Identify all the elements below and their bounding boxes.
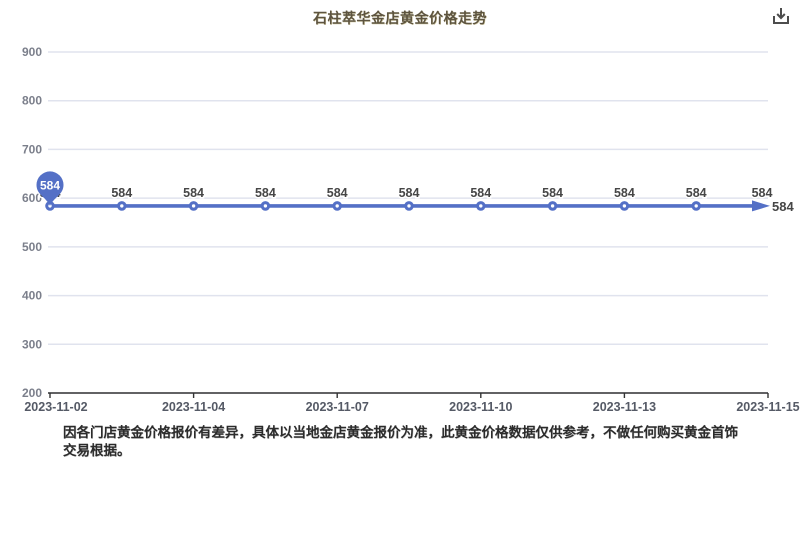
y-axis-labels: 900 800 700 600 500 400 300 200: [22, 45, 42, 400]
svg-text:584: 584: [470, 186, 491, 200]
svg-text:900: 900: [22, 45, 42, 59]
svg-text:2023-11-07: 2023-11-07: [306, 400, 369, 414]
disclaimer-text: 因各门店黄金价格报价有差异，具体以当地金店黄金报价为准，此黄金价格数据仅供参考，…: [63, 425, 738, 459]
svg-text:200: 200: [22, 386, 42, 400]
svg-text:500: 500: [22, 240, 42, 254]
svg-text:600: 600: [22, 191, 42, 205]
svg-text:2023-11-02: 2023-11-02: [24, 400, 87, 414]
svg-text:2023-11-13: 2023-11-13: [593, 400, 656, 414]
svg-text:2023-11-04: 2023-11-04: [162, 400, 225, 414]
svg-text:584: 584: [542, 186, 563, 200]
svg-text:584: 584: [686, 186, 707, 200]
svg-text:584: 584: [111, 186, 132, 200]
svg-text:400: 400: [22, 289, 42, 303]
svg-text:584: 584: [255, 186, 276, 200]
x-axis: 2023-11-02 2023-11-04 2023-11-07 2023-11-10…: [24, 392, 800, 414]
svg-text:584: 584: [183, 186, 204, 200]
line-arrow-head: [752, 200, 770, 212]
svg-text:584: 584: [614, 186, 635, 200]
svg-text:584: 584: [40, 178, 60, 192]
svg-text:2023-11-10: 2023-11-10: [449, 400, 512, 414]
grid-lines: [48, 51, 768, 394]
data-point-markers: [45, 201, 701, 211]
download-icon: [773, 8, 789, 24]
svg-text:584: 584: [752, 186, 773, 200]
svg-text:584: 584: [772, 199, 794, 214]
svg-text:300: 300: [22, 337, 42, 351]
svg-text:584: 584: [327, 186, 348, 200]
svg-text:584: 584: [399, 186, 420, 200]
svg-text:800: 800: [22, 94, 42, 108]
svg-text:2023-11-15: 2023-11-15: [736, 400, 799, 414]
save-as-image-button[interactable]: [770, 5, 792, 27]
first-point-balloon: 584: [36, 171, 64, 206]
price-series: [50, 200, 770, 212]
svg-text:700: 700: [22, 142, 42, 156]
chart-title: 石柱萃华金店黄金价格走势: [313, 10, 487, 26]
